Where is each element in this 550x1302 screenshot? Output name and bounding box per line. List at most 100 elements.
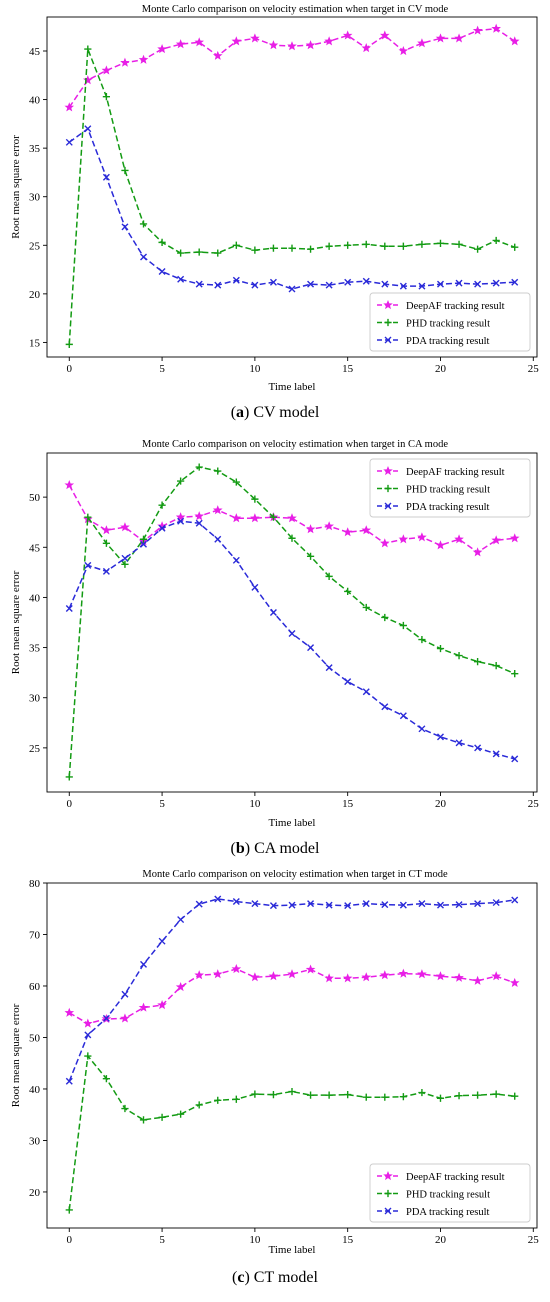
data-point (399, 621, 407, 630)
data-point (232, 898, 240, 906)
legend-marker (384, 484, 392, 493)
data-point (177, 249, 185, 257)
legend-marker (384, 1189, 392, 1198)
chart-3: Monte Carlo comparison on velocity estim… (10, 869, 539, 1286)
data-point (474, 245, 482, 253)
data-point (268, 40, 279, 50)
data-point (474, 900, 482, 908)
y-tick-label: 30 (29, 192, 41, 204)
data-point (472, 25, 483, 35)
series-plus (65, 1052, 519, 1214)
data-point (232, 556, 240, 564)
legend-label: PHD tracking result (406, 319, 490, 330)
data-point (232, 241, 240, 249)
data-point (436, 239, 445, 247)
data-point (288, 630, 296, 638)
data-point (342, 527, 353, 537)
x-tick-label: 25 (528, 1234, 540, 1246)
data-point (344, 678, 352, 686)
data-point (380, 30, 390, 40)
series-x (65, 517, 519, 763)
data-point (158, 1113, 166, 1121)
data-point (65, 138, 73, 146)
data-point (195, 519, 203, 527)
legend-label: DeepAF tracking result (406, 467, 505, 478)
data-point (231, 963, 242, 974)
data-point (381, 280, 389, 288)
data-point (102, 173, 110, 181)
data-point (102, 93, 110, 101)
data-point (251, 495, 259, 503)
data-point (306, 552, 315, 560)
data-point (251, 281, 259, 289)
data-point (251, 900, 259, 908)
data-point (269, 513, 278, 521)
data-point (307, 900, 315, 908)
data-point (474, 280, 482, 288)
data-point (287, 969, 297, 979)
data-point (84, 1031, 92, 1039)
caption-close-paren: ) (244, 404, 253, 421)
data-point (232, 276, 240, 284)
data-point (362, 1093, 370, 1101)
data-point (232, 1095, 240, 1103)
data-point (399, 901, 407, 909)
data-point (307, 280, 315, 288)
data-point (381, 1093, 389, 1101)
data-point (509, 36, 520, 46)
legend-label: PDA tracking result (406, 1207, 489, 1218)
data-point (158, 268, 166, 276)
data-point (214, 281, 222, 289)
data-point (380, 538, 390, 548)
data-point (435, 33, 446, 43)
legend-box (369, 458, 531, 518)
series-line (68, 27, 516, 108)
data-point (325, 901, 333, 909)
data-point (64, 480, 75, 490)
data-point (175, 981, 186, 992)
data-point (138, 1002, 149, 1012)
data-point (492, 662, 500, 670)
data-point (398, 968, 409, 978)
x-axis-label: Time label (269, 1244, 316, 1256)
data-point (472, 547, 483, 557)
data-point (418, 635, 426, 644)
data-point (324, 973, 334, 983)
data-point (344, 587, 352, 596)
data-point (342, 973, 353, 983)
caption-close-paren: ) (245, 840, 254, 857)
data-point (139, 535, 148, 543)
data-point (269, 608, 277, 616)
data-point (492, 279, 500, 287)
data-point (231, 513, 242, 523)
data-point (287, 41, 297, 51)
data-point (492, 750, 500, 758)
data-point (306, 1091, 315, 1099)
data-point (65, 1077, 73, 1085)
data-point (84, 45, 92, 53)
data-point (361, 43, 372, 53)
x-tick-label: 20 (435, 363, 447, 375)
legend-label: PDA tracking result (406, 336, 489, 347)
data-point (288, 285, 296, 293)
legend-box (369, 1163, 531, 1223)
x-tick-label: 25 (528, 363, 540, 375)
x-tick-label: 10 (249, 798, 261, 810)
data-point (325, 242, 333, 250)
data-point (362, 900, 370, 908)
y-tick-label: 45 (29, 46, 41, 58)
y-tick-label: 70 (29, 929, 41, 941)
data-point (120, 57, 130, 67)
data-point (509, 977, 520, 987)
data-point (455, 651, 463, 660)
x-tick-label: 10 (249, 1234, 261, 1246)
data-point (231, 36, 242, 46)
data-point (418, 1088, 426, 1097)
y-tick-label: 30 (29, 693, 41, 705)
data-point (436, 901, 444, 909)
data-point (101, 525, 112, 535)
data-point (214, 249, 222, 257)
data-point (418, 900, 426, 908)
data-point (158, 238, 166, 246)
data-point (194, 37, 204, 47)
